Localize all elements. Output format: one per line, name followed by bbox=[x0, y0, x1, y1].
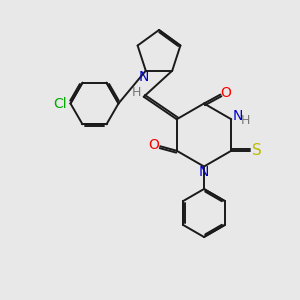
Text: H: H bbox=[131, 86, 141, 99]
Text: O: O bbox=[220, 86, 231, 100]
Text: Cl: Cl bbox=[53, 97, 67, 110]
Text: N: N bbox=[199, 166, 209, 179]
Text: S: S bbox=[252, 143, 261, 158]
Text: H: H bbox=[240, 114, 250, 127]
Text: N: N bbox=[233, 109, 243, 123]
Text: O: O bbox=[148, 138, 159, 152]
Text: N: N bbox=[139, 70, 149, 84]
